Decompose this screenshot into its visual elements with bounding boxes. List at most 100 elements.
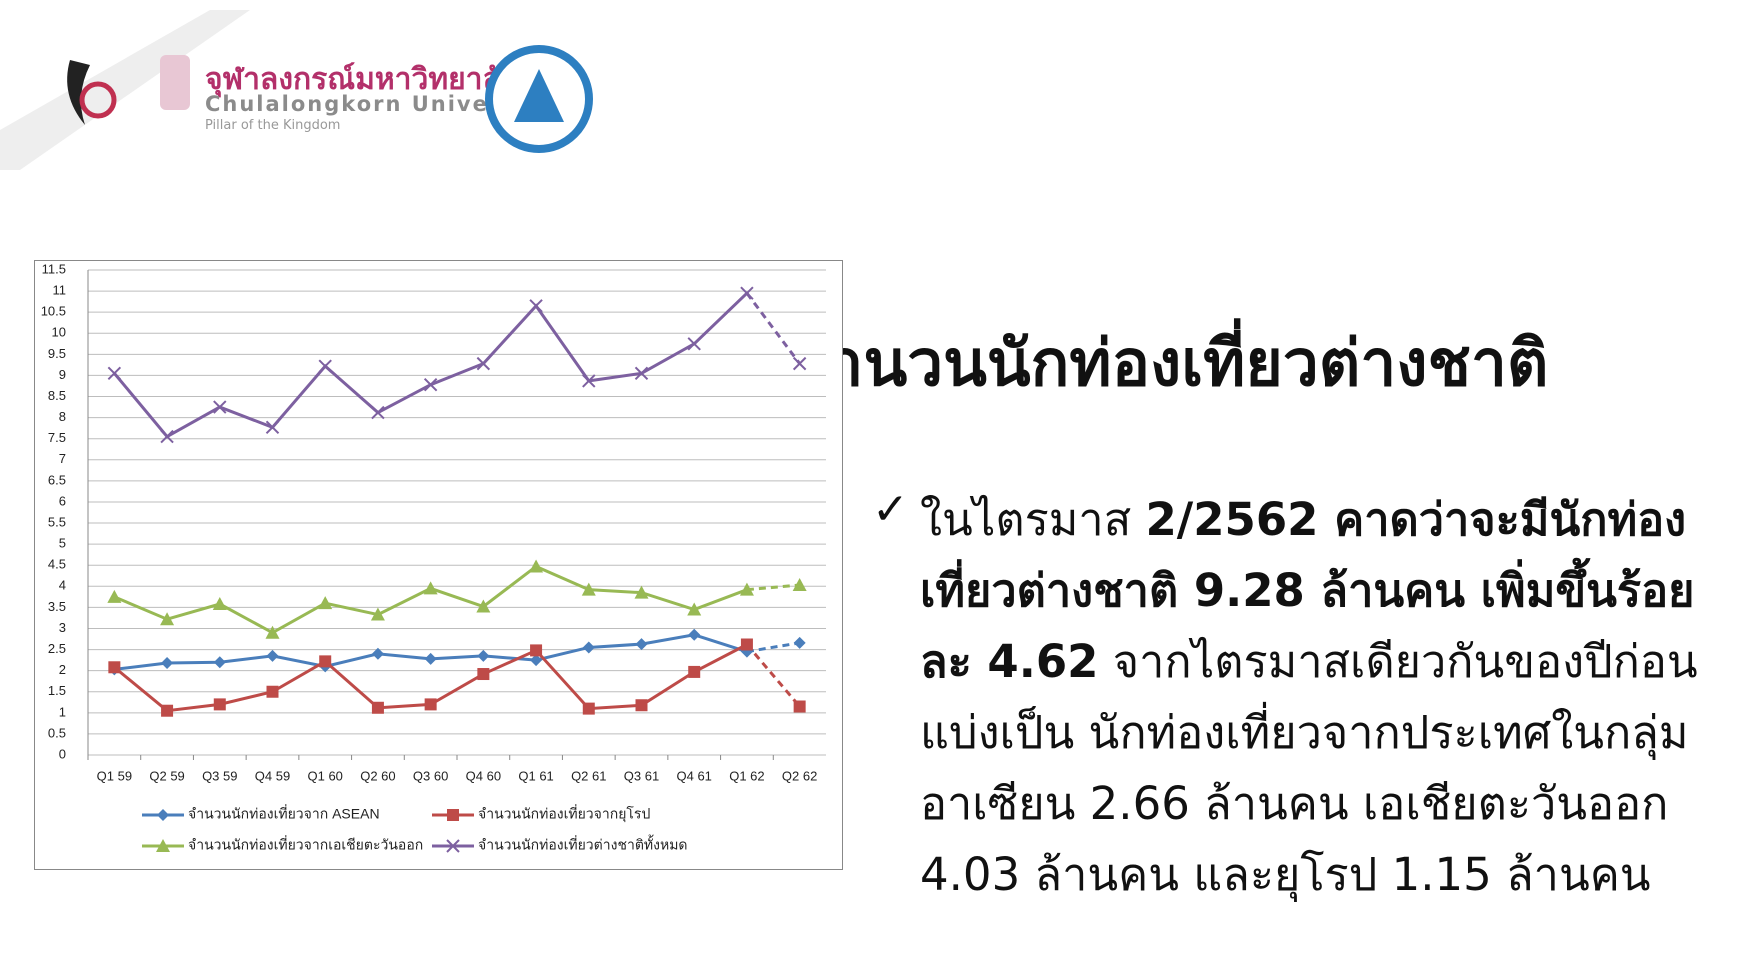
series-line — [746, 641, 800, 654]
decor-band — [0, 10, 250, 170]
x-tick-label: Q2 61 — [571, 768, 606, 783]
marker — [582, 641, 595, 654]
marker — [266, 649, 279, 662]
x-tick-label: Q4 61 — [677, 768, 712, 783]
y-tick-label: 0.5 — [48, 725, 66, 740]
marker — [318, 359, 332, 373]
y-tick-label: 10 — [52, 325, 66, 340]
x-tick-label: Q1 62 — [729, 768, 764, 783]
x-tick-label: Q4 60 — [466, 768, 501, 783]
marker — [529, 299, 543, 313]
y-tick-label: 1 — [59, 704, 66, 719]
y-tick-label: 10.5 — [41, 304, 66, 319]
marker — [740, 286, 754, 300]
series-line — [745, 643, 801, 708]
y-tick-label: 0 — [59, 746, 66, 761]
y-tick-label: 3 — [59, 620, 66, 635]
y-tick-label: 9.5 — [48, 346, 66, 361]
x-tick-label: Q1 60 — [308, 768, 343, 783]
legend-label: จำนวนนักท่องเที่ยวต่างชาติทั้งหมด — [478, 835, 688, 853]
marker — [266, 685, 279, 698]
marker — [156, 839, 170, 852]
marker — [634, 366, 649, 381]
text-run: จากไตรมาสเดียวกันของปีก่อน แบ่งเป็น นักท… — [920, 635, 1698, 901]
marker — [423, 581, 438, 595]
y-tick-label: 5.5 — [48, 514, 66, 529]
marker — [792, 356, 807, 371]
y-tick-label: 1.5 — [48, 683, 66, 698]
marker — [370, 607, 385, 621]
marker — [687, 337, 701, 351]
legend-label: จำนวนนักท่องเที่ยวจาก ASEAN — [188, 805, 380, 822]
marker — [424, 698, 437, 711]
marker — [740, 638, 753, 651]
marker — [107, 589, 122, 603]
y-tick-label: 4 — [59, 578, 66, 593]
marker — [160, 612, 175, 626]
marker — [265, 420, 280, 435]
x-tick-label: Q2 59 — [149, 768, 184, 783]
y-tick-label: 9 — [59, 367, 66, 382]
x-tick-label: Q3 60 — [413, 768, 448, 783]
y-tick-label: 2.5 — [48, 641, 66, 656]
x-tick-label: Q3 59 — [202, 768, 237, 783]
marker — [161, 657, 174, 670]
marker — [107, 366, 122, 381]
marker — [582, 702, 595, 715]
text-run: ในไตรมาส — [920, 493, 1146, 546]
marker — [739, 582, 754, 596]
marker — [581, 582, 596, 596]
slide-title: จำนวนนักท่องเที่ยวต่างชาติ — [790, 327, 1549, 401]
y-tick-label: 7.5 — [48, 430, 66, 445]
marker — [423, 378, 438, 392]
bullet-text: ในไตรมาส 2/2562 คาดว่าจะมีนักท่องเที่ยวต… — [920, 484, 1735, 910]
marker — [213, 400, 227, 414]
x-tick-label: Q1 59 — [97, 768, 132, 783]
marker — [792, 578, 807, 592]
y-tick-label: 6.5 — [48, 472, 66, 487]
y-tick-label: 11.5 — [42, 261, 66, 276]
marker — [477, 668, 490, 681]
marker — [687, 602, 702, 616]
logo-text-th: จุฬาลงกรณ์มหาวิทยาลัย — [205, 62, 519, 97]
marker — [265, 625, 280, 639]
marker — [319, 655, 332, 668]
marker — [371, 647, 384, 660]
marker — [161, 704, 174, 717]
marker — [157, 809, 169, 821]
marker — [447, 809, 459, 821]
x-tick-label: Q1 61 — [518, 768, 553, 783]
marker — [530, 644, 543, 657]
marker — [635, 699, 648, 712]
marker — [160, 429, 174, 444]
marker — [476, 599, 491, 613]
x-tick-label: Q2 60 — [360, 768, 395, 783]
marker — [635, 638, 648, 651]
legend-label: จำนวนนักท่องเที่ยวจากเอเชียตะวันออก — [188, 836, 423, 853]
y-tick-label: 3.5 — [48, 599, 66, 614]
marker — [476, 356, 491, 371]
text-run: 2/2562 คาดว่าจะมีนักท่องเที่ยวต่างชาติ 9… — [920, 493, 1695, 688]
y-tick-label: 11 — [53, 283, 67, 298]
series-line — [745, 292, 801, 365]
chart: 00.511.522.533.544.555.566.577.588.599.5… — [34, 260, 843, 870]
y-tick-label: 4.5 — [48, 557, 66, 572]
legend-label: จำนวนนักท่องเที่ยวจากยุโรป — [478, 805, 650, 823]
marker — [793, 700, 806, 713]
marker — [530, 654, 543, 667]
marker — [108, 661, 121, 674]
tat-logo — [485, 45, 593, 153]
marker — [212, 597, 227, 611]
marker — [371, 701, 384, 714]
logo-motto: Pillar of the Kingdom — [205, 118, 341, 133]
y-tick-label: 7 — [59, 451, 66, 466]
logo-ring — [79, 81, 117, 119]
marker — [688, 665, 701, 678]
series-line — [746, 583, 800, 592]
logo-area — [0, 10, 250, 170]
marker — [424, 652, 437, 665]
y-tick-label: 2 — [59, 662, 66, 677]
logo-crest — [160, 55, 190, 110]
